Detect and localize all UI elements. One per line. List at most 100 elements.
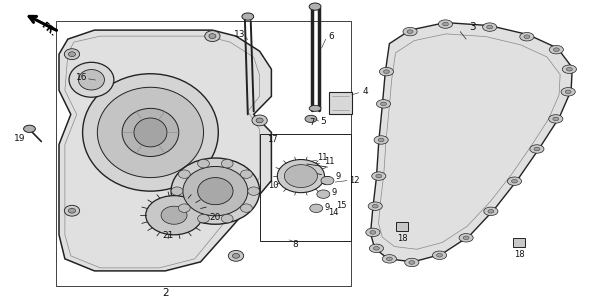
Ellipse shape — [83, 74, 218, 191]
Text: 11: 11 — [317, 153, 328, 162]
Ellipse shape — [549, 45, 563, 54]
Ellipse shape — [171, 158, 260, 224]
Ellipse shape — [309, 105, 321, 111]
Ellipse shape — [241, 204, 253, 212]
Ellipse shape — [122, 108, 179, 157]
Ellipse shape — [530, 145, 544, 153]
Ellipse shape — [438, 20, 453, 28]
Ellipse shape — [405, 258, 419, 267]
Ellipse shape — [382, 255, 396, 263]
Ellipse shape — [372, 172, 386, 180]
Text: 5: 5 — [320, 117, 326, 126]
Text: FR.: FR. — [39, 21, 58, 38]
Ellipse shape — [379, 67, 394, 76]
Polygon shape — [59, 30, 271, 271]
Ellipse shape — [370, 231, 376, 234]
Ellipse shape — [483, 23, 497, 31]
Ellipse shape — [198, 178, 233, 205]
Ellipse shape — [409, 261, 415, 264]
Ellipse shape — [512, 179, 517, 183]
Ellipse shape — [407, 30, 413, 33]
Ellipse shape — [209, 34, 216, 39]
Text: 9: 9 — [332, 188, 337, 197]
Ellipse shape — [487, 25, 493, 29]
Ellipse shape — [566, 67, 572, 71]
Bar — [56, 21, 351, 286]
Text: 21: 21 — [162, 231, 174, 240]
Ellipse shape — [317, 190, 330, 198]
Ellipse shape — [553, 48, 559, 51]
Ellipse shape — [183, 166, 248, 216]
Ellipse shape — [310, 204, 323, 213]
Ellipse shape — [69, 62, 114, 97]
Ellipse shape — [376, 100, 391, 108]
Ellipse shape — [373, 247, 379, 250]
Ellipse shape — [484, 207, 498, 216]
Text: 9: 9 — [336, 172, 340, 181]
Ellipse shape — [232, 253, 240, 258]
Text: 6: 6 — [329, 32, 335, 41]
Ellipse shape — [134, 118, 167, 147]
Ellipse shape — [366, 228, 380, 237]
Ellipse shape — [277, 160, 325, 193]
Ellipse shape — [256, 118, 263, 123]
Ellipse shape — [305, 115, 317, 123]
Ellipse shape — [561, 88, 575, 96]
Ellipse shape — [284, 165, 317, 188]
Ellipse shape — [442, 22, 448, 26]
Text: 10: 10 — [268, 181, 278, 190]
Ellipse shape — [432, 251, 447, 259]
Ellipse shape — [242, 13, 254, 20]
Ellipse shape — [64, 49, 80, 60]
Ellipse shape — [309, 3, 321, 10]
Ellipse shape — [507, 177, 522, 185]
Text: 14: 14 — [328, 208, 339, 217]
Ellipse shape — [562, 65, 576, 73]
Ellipse shape — [381, 102, 386, 106]
Ellipse shape — [565, 90, 571, 94]
Text: 18: 18 — [514, 250, 525, 259]
Polygon shape — [371, 23, 572, 262]
Text: 17: 17 — [267, 135, 278, 144]
Ellipse shape — [463, 236, 469, 240]
Text: 3: 3 — [468, 22, 476, 32]
Text: 9: 9 — [325, 203, 330, 212]
Ellipse shape — [198, 160, 209, 168]
Ellipse shape — [68, 52, 76, 57]
Ellipse shape — [549, 115, 563, 123]
Text: 16: 16 — [76, 73, 87, 82]
Bar — [513, 238, 525, 247]
Bar — [329, 92, 352, 114]
Ellipse shape — [368, 202, 382, 210]
Ellipse shape — [459, 234, 473, 242]
Ellipse shape — [97, 87, 204, 178]
Text: 2: 2 — [162, 288, 169, 299]
Text: 13: 13 — [234, 30, 245, 39]
Ellipse shape — [205, 31, 220, 42]
Ellipse shape — [248, 187, 260, 195]
Ellipse shape — [178, 204, 190, 212]
Text: 12: 12 — [349, 176, 359, 185]
Ellipse shape — [221, 214, 233, 223]
Text: 19: 19 — [14, 134, 25, 143]
Text: 7: 7 — [309, 118, 314, 127]
Ellipse shape — [488, 209, 494, 213]
Ellipse shape — [369, 244, 384, 253]
Ellipse shape — [384, 70, 389, 73]
Ellipse shape — [553, 117, 559, 121]
Ellipse shape — [321, 176, 334, 185]
Bar — [396, 222, 408, 231]
Ellipse shape — [171, 187, 183, 195]
Ellipse shape — [374, 136, 388, 144]
Ellipse shape — [437, 253, 442, 257]
Ellipse shape — [78, 70, 104, 90]
Ellipse shape — [376, 174, 382, 178]
Bar — [260, 134, 351, 241]
Ellipse shape — [520, 33, 534, 41]
Ellipse shape — [372, 204, 378, 208]
Ellipse shape — [524, 35, 530, 39]
Text: 11: 11 — [324, 157, 335, 166]
Text: 4: 4 — [363, 87, 369, 96]
Text: 20: 20 — [209, 213, 221, 222]
Ellipse shape — [198, 214, 209, 223]
